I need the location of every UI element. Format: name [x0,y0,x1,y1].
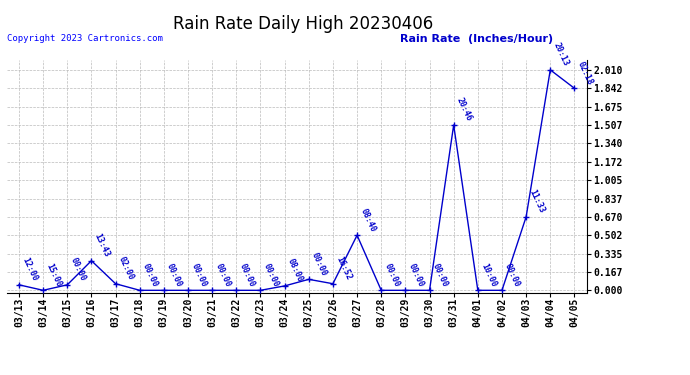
Text: Rain Rate  (Inches/Hour): Rain Rate (Inches/Hour) [400,34,553,44]
Text: 00:00: 00:00 [189,262,208,288]
Text: 00:00: 00:00 [237,262,256,288]
Text: 00:00: 00:00 [141,262,159,288]
Text: 00:00: 00:00 [213,262,232,288]
Text: 20:13: 20:13 [551,41,570,68]
Text: 08:40: 08:40 [358,207,377,233]
Text: 00:00: 00:00 [406,262,425,288]
Text: 00:00: 00:00 [503,262,522,288]
Text: 00:00: 00:00 [262,262,280,288]
Text: Copyright 2023 Cartronics.com: Copyright 2023 Cartronics.com [7,34,163,43]
Text: 00:00: 00:00 [310,251,328,277]
Text: 20:46: 20:46 [455,96,473,123]
Text: 12:00: 12:00 [20,256,39,283]
Text: 02:18: 02:18 [575,60,594,86]
Text: 00:00: 00:00 [431,262,449,288]
Text: Rain Rate Daily High 20230406: Rain Rate Daily High 20230406 [173,15,434,33]
Text: 00:00: 00:00 [68,256,87,283]
Text: 00:00: 00:00 [165,262,184,288]
Text: 08:00: 08:00 [286,257,304,284]
Text: 11:33: 11:33 [527,188,546,214]
Text: 10:00: 10:00 [479,262,497,288]
Text: 13:43: 13:43 [92,232,111,258]
Text: 15:00: 15:00 [44,262,63,288]
Text: 00:00: 00:00 [382,262,401,288]
Text: 16:52: 16:52 [334,255,353,282]
Text: 02:00: 02:00 [117,255,135,282]
